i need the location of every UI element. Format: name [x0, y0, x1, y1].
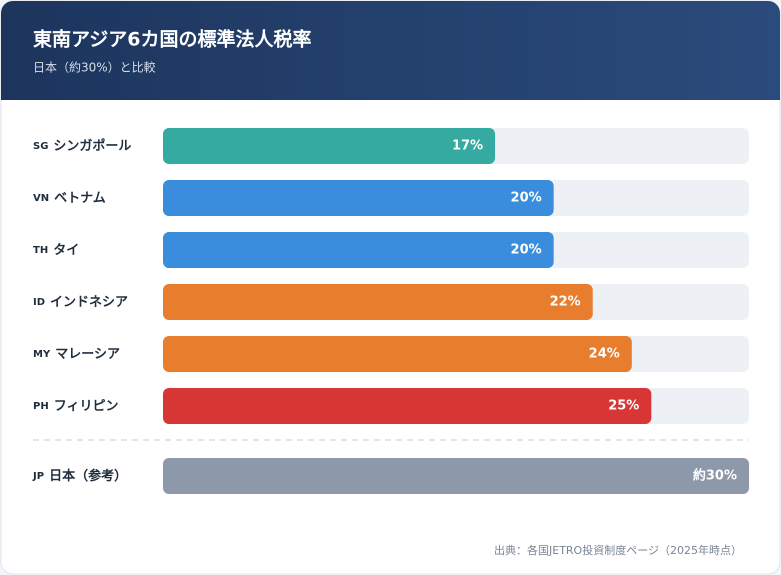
value-label: 17%: [452, 139, 483, 154]
country-code: SG: [33, 141, 48, 152]
country-code: VN: [33, 193, 49, 204]
country-code: TH: [33, 245, 48, 256]
chart-subtitle: 日本（約30%）と比較: [33, 60, 156, 75]
country-code: PH: [33, 401, 49, 412]
country-code: JP: [32, 471, 44, 482]
bar: [163, 458, 749, 494]
value-label: 20%: [511, 243, 542, 258]
country-code: ID: [33, 297, 45, 308]
country-name: 日本（参考）: [49, 468, 127, 484]
header: [1, 1, 780, 100]
value-label: 22%: [550, 295, 581, 310]
row-label: PH フィリピン: [33, 399, 118, 414]
country-name: マレーシア: [55, 347, 120, 362]
country-name: インドネシア: [50, 295, 128, 310]
country-name: シンガポール: [53, 138, 131, 154]
row-label: JP 日本（参考）: [32, 468, 127, 484]
country-code: MY: [33, 349, 51, 360]
row-label: TH タイ: [33, 243, 79, 258]
row-label: ID インドネシア: [33, 295, 128, 310]
bar: [163, 336, 632, 372]
country-name: フィリピン: [54, 399, 119, 414]
bar: [163, 388, 652, 424]
row-label: SG シンガポール: [33, 138, 131, 154]
row-label: VN ベトナム: [33, 191, 106, 206]
value-label: 約30%: [693, 468, 737, 484]
chart-title: 東南アジア6カ国の標準法人税率: [33, 28, 311, 51]
country-name: ベトナム: [54, 191, 106, 206]
source-note: 出典：各国JETRO投資制度ページ（2025年時点）: [494, 543, 742, 557]
value-label: 20%: [511, 191, 542, 206]
value-label: 25%: [608, 399, 639, 414]
bar: [163, 284, 593, 320]
country-name: タイ: [53, 243, 79, 258]
row-label: MY マレーシア: [33, 347, 120, 362]
bar: [163, 180, 554, 216]
bar: [163, 232, 554, 268]
bar: [163, 128, 496, 164]
value-label: 24%: [589, 347, 620, 362]
